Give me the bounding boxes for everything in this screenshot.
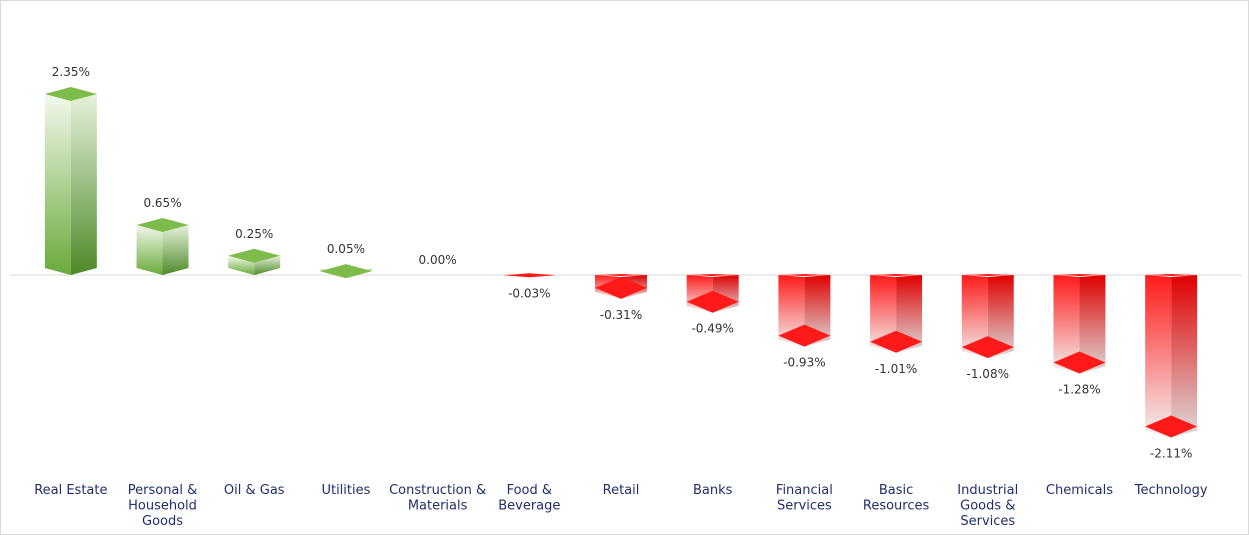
bar-cap	[595, 276, 647, 299]
bar-cap	[319, 264, 372, 279]
bar-11	[961, 274, 1014, 359]
bar-cap	[503, 273, 556, 278]
data-label: -0.31%	[600, 308, 642, 322]
bar-cap	[1145, 415, 1198, 438]
bar-10	[870, 274, 923, 353]
bar-12	[1053, 274, 1106, 374]
category-label: Utilities	[321, 483, 370, 498]
bar-cap	[44, 87, 97, 102]
bar-face-left	[44, 94, 71, 275]
bar-2	[136, 217, 189, 275]
bar-1	[44, 87, 97, 275]
category-label: Personal & Household Goods	[128, 483, 198, 529]
bar-cap	[1053, 351, 1106, 374]
bar-top	[961, 274, 1014, 276]
category-label: Real Estate	[34, 483, 107, 498]
data-label: 2.35%	[52, 65, 90, 79]
bar-face-left	[961, 275, 988, 359]
bar-cap	[136, 217, 189, 232]
category-label: Financial Services	[776, 483, 833, 514]
bar-top	[595, 274, 647, 276]
data-label: 0.00%	[419, 253, 457, 267]
bar-4	[319, 264, 372, 279]
bar-cap	[961, 336, 1014, 359]
data-label: -0.03%	[508, 286, 550, 300]
bar-face-left	[228, 255, 255, 275]
bar-8	[686, 274, 739, 313]
bar-face-left	[1145, 275, 1172, 438]
data-label: 0.65%	[143, 196, 181, 210]
bar-cap	[778, 324, 831, 347]
bar-cap	[686, 290, 739, 313]
data-label: -1.08%	[967, 367, 1009, 381]
bar-face-right	[1171, 275, 1198, 438]
bar-face-left	[1053, 275, 1080, 374]
data-label: -0.93%	[783, 356, 825, 370]
data-label: -1.01%	[875, 362, 917, 376]
category-label: Construction & Materials	[389, 483, 486, 514]
bar-6	[503, 273, 556, 278]
category-label: Technology	[1134, 483, 1208, 498]
bar-9	[778, 274, 831, 347]
bar-face-left	[870, 275, 897, 353]
bar-face-right	[70, 94, 97, 275]
bar-13	[1145, 274, 1198, 438]
bar-top	[1053, 274, 1106, 276]
category-label: Chemicals	[1046, 483, 1113, 498]
bar-top	[870, 274, 923, 276]
data-label: 0.25%	[235, 227, 273, 241]
category-label: Banks	[693, 483, 733, 498]
bar-3	[228, 248, 281, 275]
category-label: Food & Beverage	[498, 483, 560, 514]
category-label: Industrial Goods & Services	[957, 483, 1018, 529]
bar-top	[686, 274, 739, 276]
category-label: Oil & Gas	[224, 483, 285, 498]
data-label: 0.05%	[327, 242, 365, 256]
category-label: Retail	[603, 483, 640, 498]
bar-cap	[870, 330, 923, 353]
bar-face-right	[162, 224, 189, 275]
data-label: -1.28%	[1058, 383, 1100, 397]
data-label: -0.49%	[691, 322, 733, 336]
bar-face-left	[136, 224, 163, 275]
bar-top	[778, 274, 831, 276]
bar-face-right	[254, 255, 281, 275]
bar-face-right	[896, 275, 923, 353]
bar-7	[595, 274, 647, 299]
bar-top	[1145, 274, 1198, 276]
bar-face-right	[1079, 275, 1106, 374]
bar-face-right	[987, 275, 1014, 359]
bar-cap	[228, 248, 281, 263]
data-label: -2.11%	[1150, 446, 1192, 460]
category-label: Basic Resources	[863, 483, 930, 514]
